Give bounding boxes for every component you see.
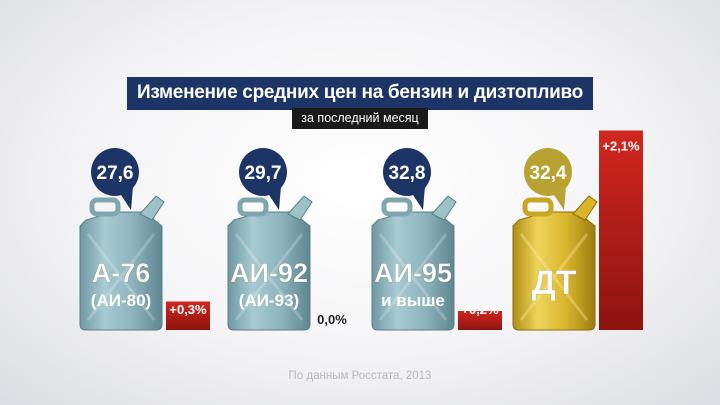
jerrycan-body — [79, 211, 163, 331]
price-bubble — [524, 148, 572, 196]
fuel-name-label: ДТ — [532, 264, 577, 302]
change-label: +0,2% — [461, 302, 499, 317]
jerrycan-spout — [139, 195, 165, 221]
jerrycan-emboss — [234, 233, 304, 321]
price-label: 27,6 — [97, 163, 134, 184]
jerrycan-emboss — [86, 233, 156, 321]
jerrycan-body — [512, 211, 596, 331]
jerrycan-handle — [237, 197, 269, 217]
change-label: 0,0% — [317, 312, 347, 327]
change-bar — [599, 130, 643, 330]
fuel-subname-label: (АИ-93) — [239, 291, 299, 310]
fuel-subname-label: и выше — [381, 291, 445, 310]
fuel-name-label: АИ-92 — [230, 258, 308, 288]
fuel-name-label: А-76 — [92, 258, 151, 288]
jerrycan-handle — [522, 197, 554, 217]
jerrycan-handle — [89, 197, 121, 217]
fuel-group-2: АИ-92 (АИ-93) 29,7 0,0% — [227, 148, 347, 331]
jerrycan-emboss — [378, 233, 448, 321]
jerrycan-handle — [381, 197, 413, 217]
price-label: 29,7 — [245, 163, 282, 184]
source-note: По данным Росстата, 2013 — [288, 370, 432, 382]
fuel-subname-label: (АИ-80) — [91, 291, 151, 310]
jerrycan-emboss — [519, 233, 589, 321]
jerrycan-spout — [431, 195, 457, 221]
price-bubble — [91, 148, 139, 196]
price-bubble — [383, 148, 431, 196]
fuel-group-1: А-76 (АИ-80) 27,6 +0,3% — [79, 148, 210, 331]
chart-title: Изменение средних цен на бензин и дизтоп… — [127, 77, 593, 110]
jerrycan-body — [371, 211, 455, 331]
jerrycan-spout — [287, 195, 313, 221]
jerrycan-body — [227, 211, 311, 331]
fuel-name-label: АИ-95 — [374, 258, 452, 288]
change-label: +2,1% — [602, 139, 640, 154]
change-bar — [458, 311, 502, 330]
price-bubble — [239, 148, 287, 196]
fuel-group-4: ДТ 32,4 +2,1% — [512, 130, 643, 331]
chart-subtitle: за последний месяц — [292, 108, 428, 129]
price-label: 32,8 — [389, 163, 426, 184]
fuel-group-3: АИ-95 и выше 32,8 +0,2% — [371, 148, 502, 331]
change-label: +0,3% — [169, 302, 207, 317]
jerrycan-spout — [572, 195, 598, 221]
price-label: 32,4 — [530, 163, 567, 184]
change-bar — [166, 301, 210, 330]
